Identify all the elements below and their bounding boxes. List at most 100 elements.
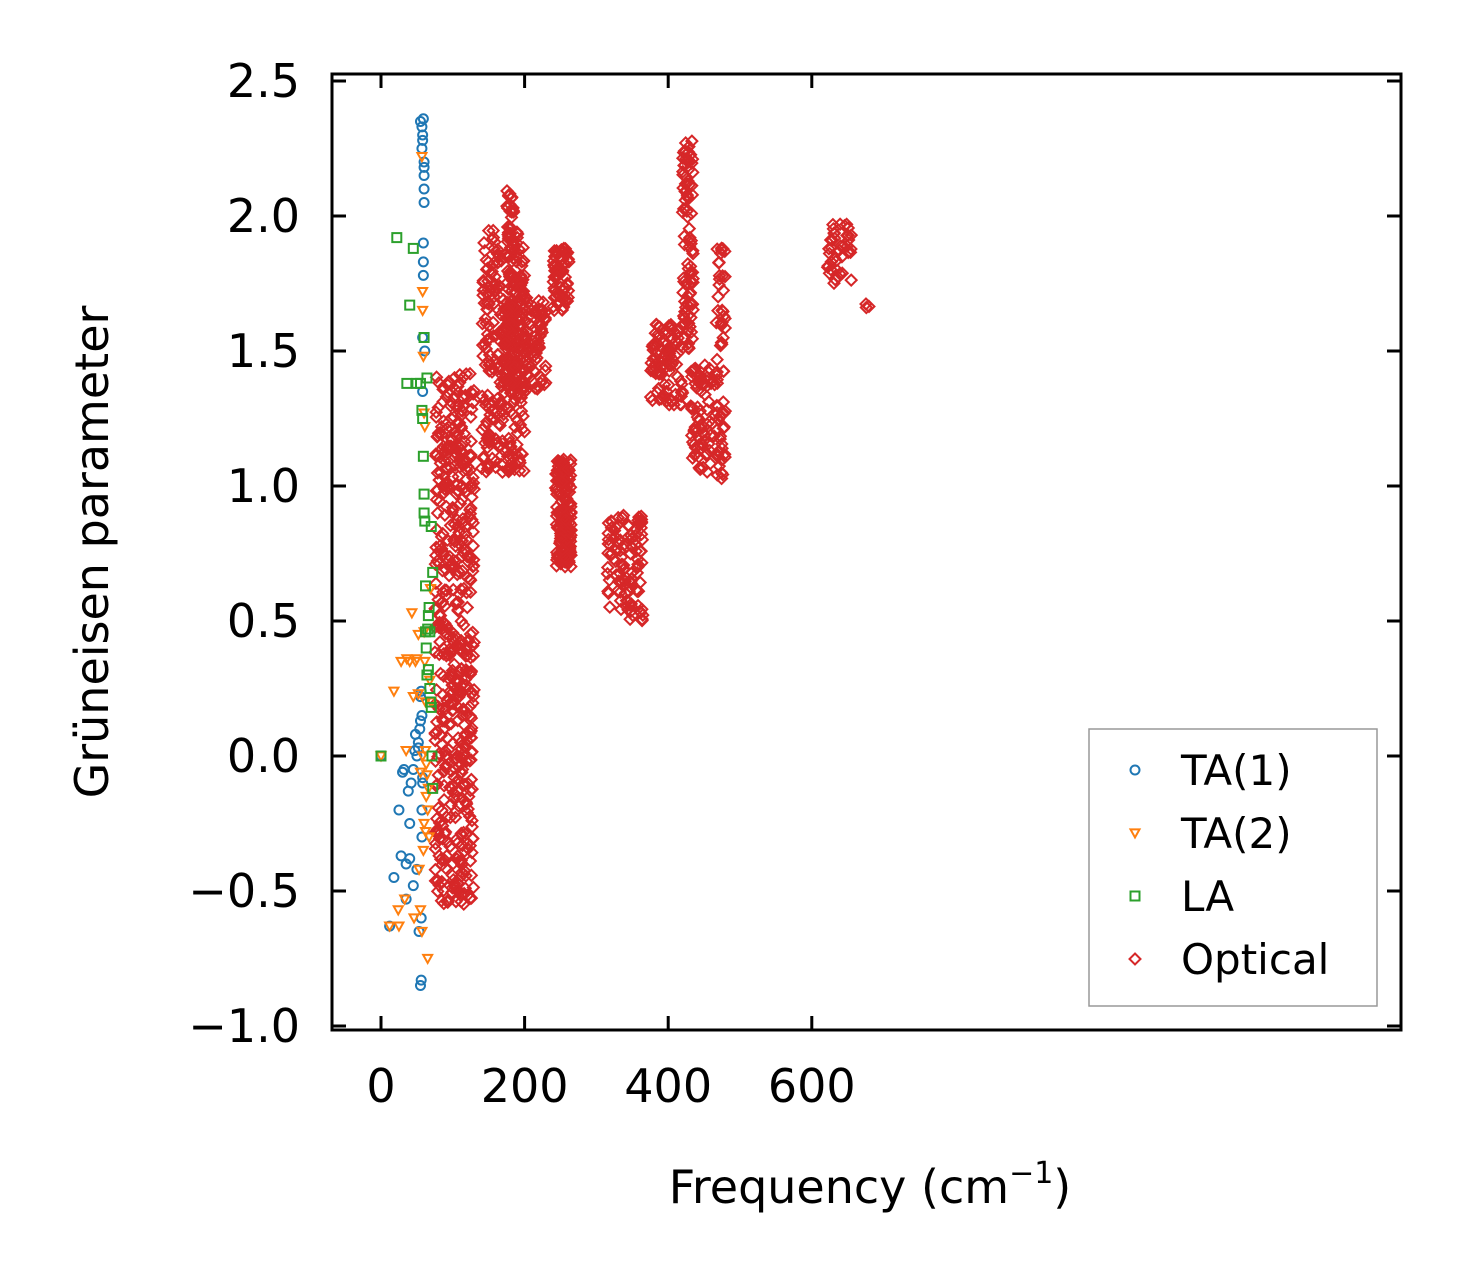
data-point: [694, 377, 709, 391]
data-point: [436, 585, 450, 599]
data-point: [483, 357, 498, 372]
data-point: [718, 269, 732, 284]
data-point: [407, 913, 421, 925]
data-point: [392, 905, 405, 917]
data-point: [657, 377, 672, 392]
data-point: [711, 412, 726, 427]
data-point: [425, 521, 437, 532]
data-point: [417, 134, 429, 146]
data-point: [718, 321, 733, 335]
data-point: [677, 237, 692, 252]
data-point: [436, 896, 451, 911]
data-point: [601, 532, 616, 547]
data-point: [447, 517, 462, 532]
data-point: [420, 580, 432, 592]
data-point: [424, 626, 436, 638]
data-point: [678, 136, 693, 150]
data-point: [464, 720, 479, 735]
data-point: [549, 243, 564, 258]
data-point: [617, 562, 632, 576]
data-point: [418, 197, 430, 208]
data-point: [694, 384, 708, 399]
data-point: [481, 274, 495, 289]
data-point: [514, 404, 529, 419]
data-point: [480, 431, 495, 446]
series-ta1: [375, 113, 431, 991]
data-point: [710, 352, 724, 367]
data-point: [614, 550, 629, 565]
data-point: [678, 193, 693, 208]
data-point: [442, 479, 457, 494]
data-point: [430, 506, 445, 521]
data-point: [451, 484, 466, 499]
data-point: [432, 607, 447, 622]
data-point: [479, 341, 494, 356]
data-point: [446, 630, 460, 645]
data-point: [684, 156, 699, 171]
data-point: [684, 206, 699, 221]
data-point: [407, 242, 419, 254]
data-point: [463, 366, 477, 381]
data-point: [421, 805, 434, 817]
data-point: [549, 269, 564, 284]
data-point: [623, 574, 638, 589]
data-point: [467, 682, 481, 697]
data-point: [454, 614, 469, 629]
legend-entry: TA(2): [1128, 809, 1292, 858]
data-point: [714, 337, 729, 352]
data-point: [391, 232, 403, 244]
x-tick-label: 0: [366, 1059, 395, 1113]
data-point: [479, 464, 494, 479]
data-point: [427, 782, 439, 794]
data-point: [710, 242, 725, 257]
data-point: [608, 542, 623, 557]
data-point: [549, 487, 564, 502]
data-point: [433, 465, 448, 480]
legend-label: TA(1): [1180, 746, 1292, 795]
data-point: [501, 321, 515, 336]
data-point: [711, 289, 726, 304]
data-point: [449, 442, 464, 457]
data-point: [443, 810, 458, 825]
data-point: [600, 560, 615, 575]
legend-marker: [1128, 952, 1142, 966]
data-point: [464, 448, 478, 462]
data-point: [430, 429, 445, 443]
data-point: [634, 520, 649, 535]
legend-entry: TA(1): [1129, 746, 1292, 795]
data-point: [452, 665, 467, 679]
data-point: [420, 642, 432, 654]
data-point: [454, 765, 469, 780]
data-point: [635, 612, 650, 627]
data-point: [459, 678, 474, 692]
data-point: [681, 316, 696, 331]
data-point: [660, 393, 674, 408]
data-point: [414, 767, 427, 779]
data-point: [415, 974, 427, 986]
data-point: [466, 689, 481, 704]
data-point: [507, 462, 522, 477]
data-point: [695, 421, 709, 436]
data-point: [454, 443, 469, 458]
data-point: [681, 174, 695, 188]
data-point: [428, 733, 443, 748]
data-point: [648, 338, 663, 352]
data-point: [821, 258, 836, 273]
data-point: [442, 642, 457, 657]
data-point: [714, 437, 729, 451]
data-point: [825, 217, 840, 232]
data-point: [417, 113, 429, 125]
data-point: [455, 398, 470, 413]
data-point: [447, 752, 462, 767]
data-point: [420, 759, 433, 771]
data-point: [416, 305, 429, 318]
data-point: [538, 359, 553, 374]
data-point: [423, 602, 435, 613]
data-point: [601, 586, 616, 601]
legend-box: [1088, 728, 1378, 1007]
data-point: [428, 836, 443, 851]
data-point: [412, 864, 426, 876]
data-point: [462, 549, 477, 563]
data-point: [420, 770, 434, 782]
